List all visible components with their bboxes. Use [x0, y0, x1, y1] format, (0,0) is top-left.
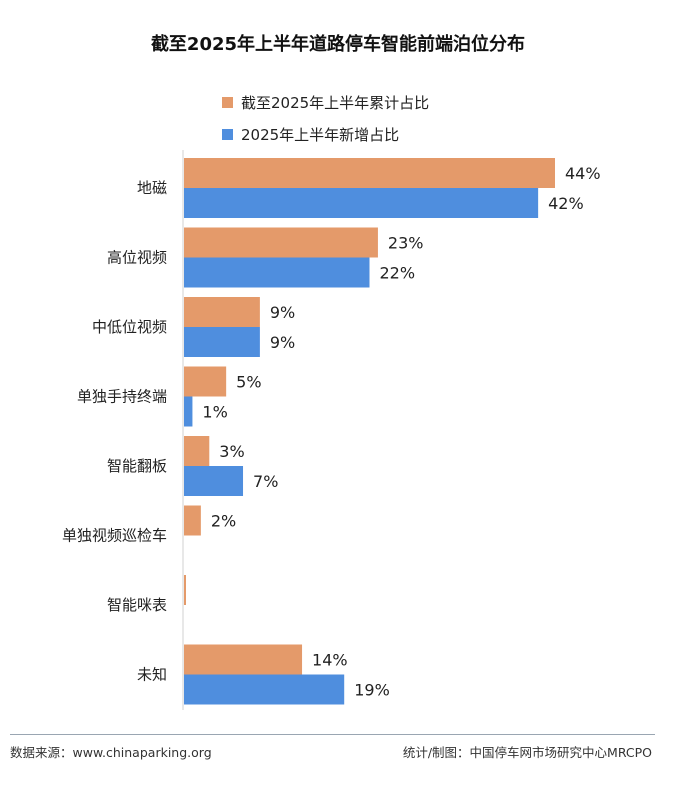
- category-label: 单独视频巡检车: [62, 527, 167, 545]
- legend-label-new: 2025年上半年新增占比: [241, 125, 400, 144]
- bar-cumulative: [184, 158, 555, 188]
- bar-new: [184, 466, 244, 496]
- bar-new: [184, 396, 193, 427]
- bar-new: [184, 257, 370, 288]
- data-label: 7%: [253, 472, 278, 491]
- data-label: 9%: [270, 333, 295, 352]
- data-label: 44%: [565, 164, 601, 183]
- legend-label-cumulative: 截至2025年上半年累计占比: [241, 93, 430, 112]
- data-label: 5%: [236, 373, 261, 392]
- category-label: 智能咪表: [107, 596, 167, 614]
- bar-cumulative: [184, 505, 201, 536]
- data-label: 23%: [388, 234, 424, 253]
- footer-divider: [10, 734, 655, 735]
- bar-new: [184, 188, 539, 218]
- data-label: 22%: [380, 264, 416, 283]
- footer-source: 数据来源：www.chinaparking.org: [10, 745, 212, 760]
- legend: 截至2025年上半年累计占比 2025年上半年新增占比: [222, 86, 429, 150]
- legend-item-cumulative: 截至2025年上半年累计占比: [222, 86, 429, 118]
- bar-new: [184, 674, 345, 705]
- bar-cumulative: [184, 436, 210, 466]
- footer-credit: 统计/制图：中国停车网市场研究中心MRCPO: [402, 745, 652, 760]
- legend-swatch-new: [222, 128, 233, 140]
- data-label: 2%: [211, 512, 236, 531]
- legend-swatch-cumulative: [222, 96, 233, 108]
- bar-cumulative: [184, 644, 303, 675]
- bar-cumulative: [184, 366, 227, 397]
- category-label: 未知: [137, 666, 167, 684]
- data-label: 42%: [548, 194, 584, 213]
- bar-cumulative: [184, 297, 260, 327]
- bar-cumulative: [184, 575, 186, 605]
- data-label: 1%: [202, 403, 227, 422]
- category-label: 中低位视频: [92, 318, 167, 336]
- legend-item-new: 2025年上半年新增占比: [222, 118, 429, 150]
- data-label: 14%: [312, 651, 348, 670]
- data-label: 9%: [270, 303, 295, 322]
- bar-new: [184, 327, 260, 357]
- category-label: 高位视频: [107, 249, 167, 267]
- data-label: 3%: [219, 442, 244, 461]
- category-label: 智能翻板: [107, 457, 167, 475]
- category-label: 地磁: [137, 179, 167, 197]
- chart-title: 截至2025年上半年道路停车智能前端泊位分布: [150, 34, 526, 55]
- bar-cumulative: [184, 227, 378, 258]
- category-label: 单独手持终端: [77, 388, 167, 406]
- data-label: 19%: [354, 681, 390, 700]
